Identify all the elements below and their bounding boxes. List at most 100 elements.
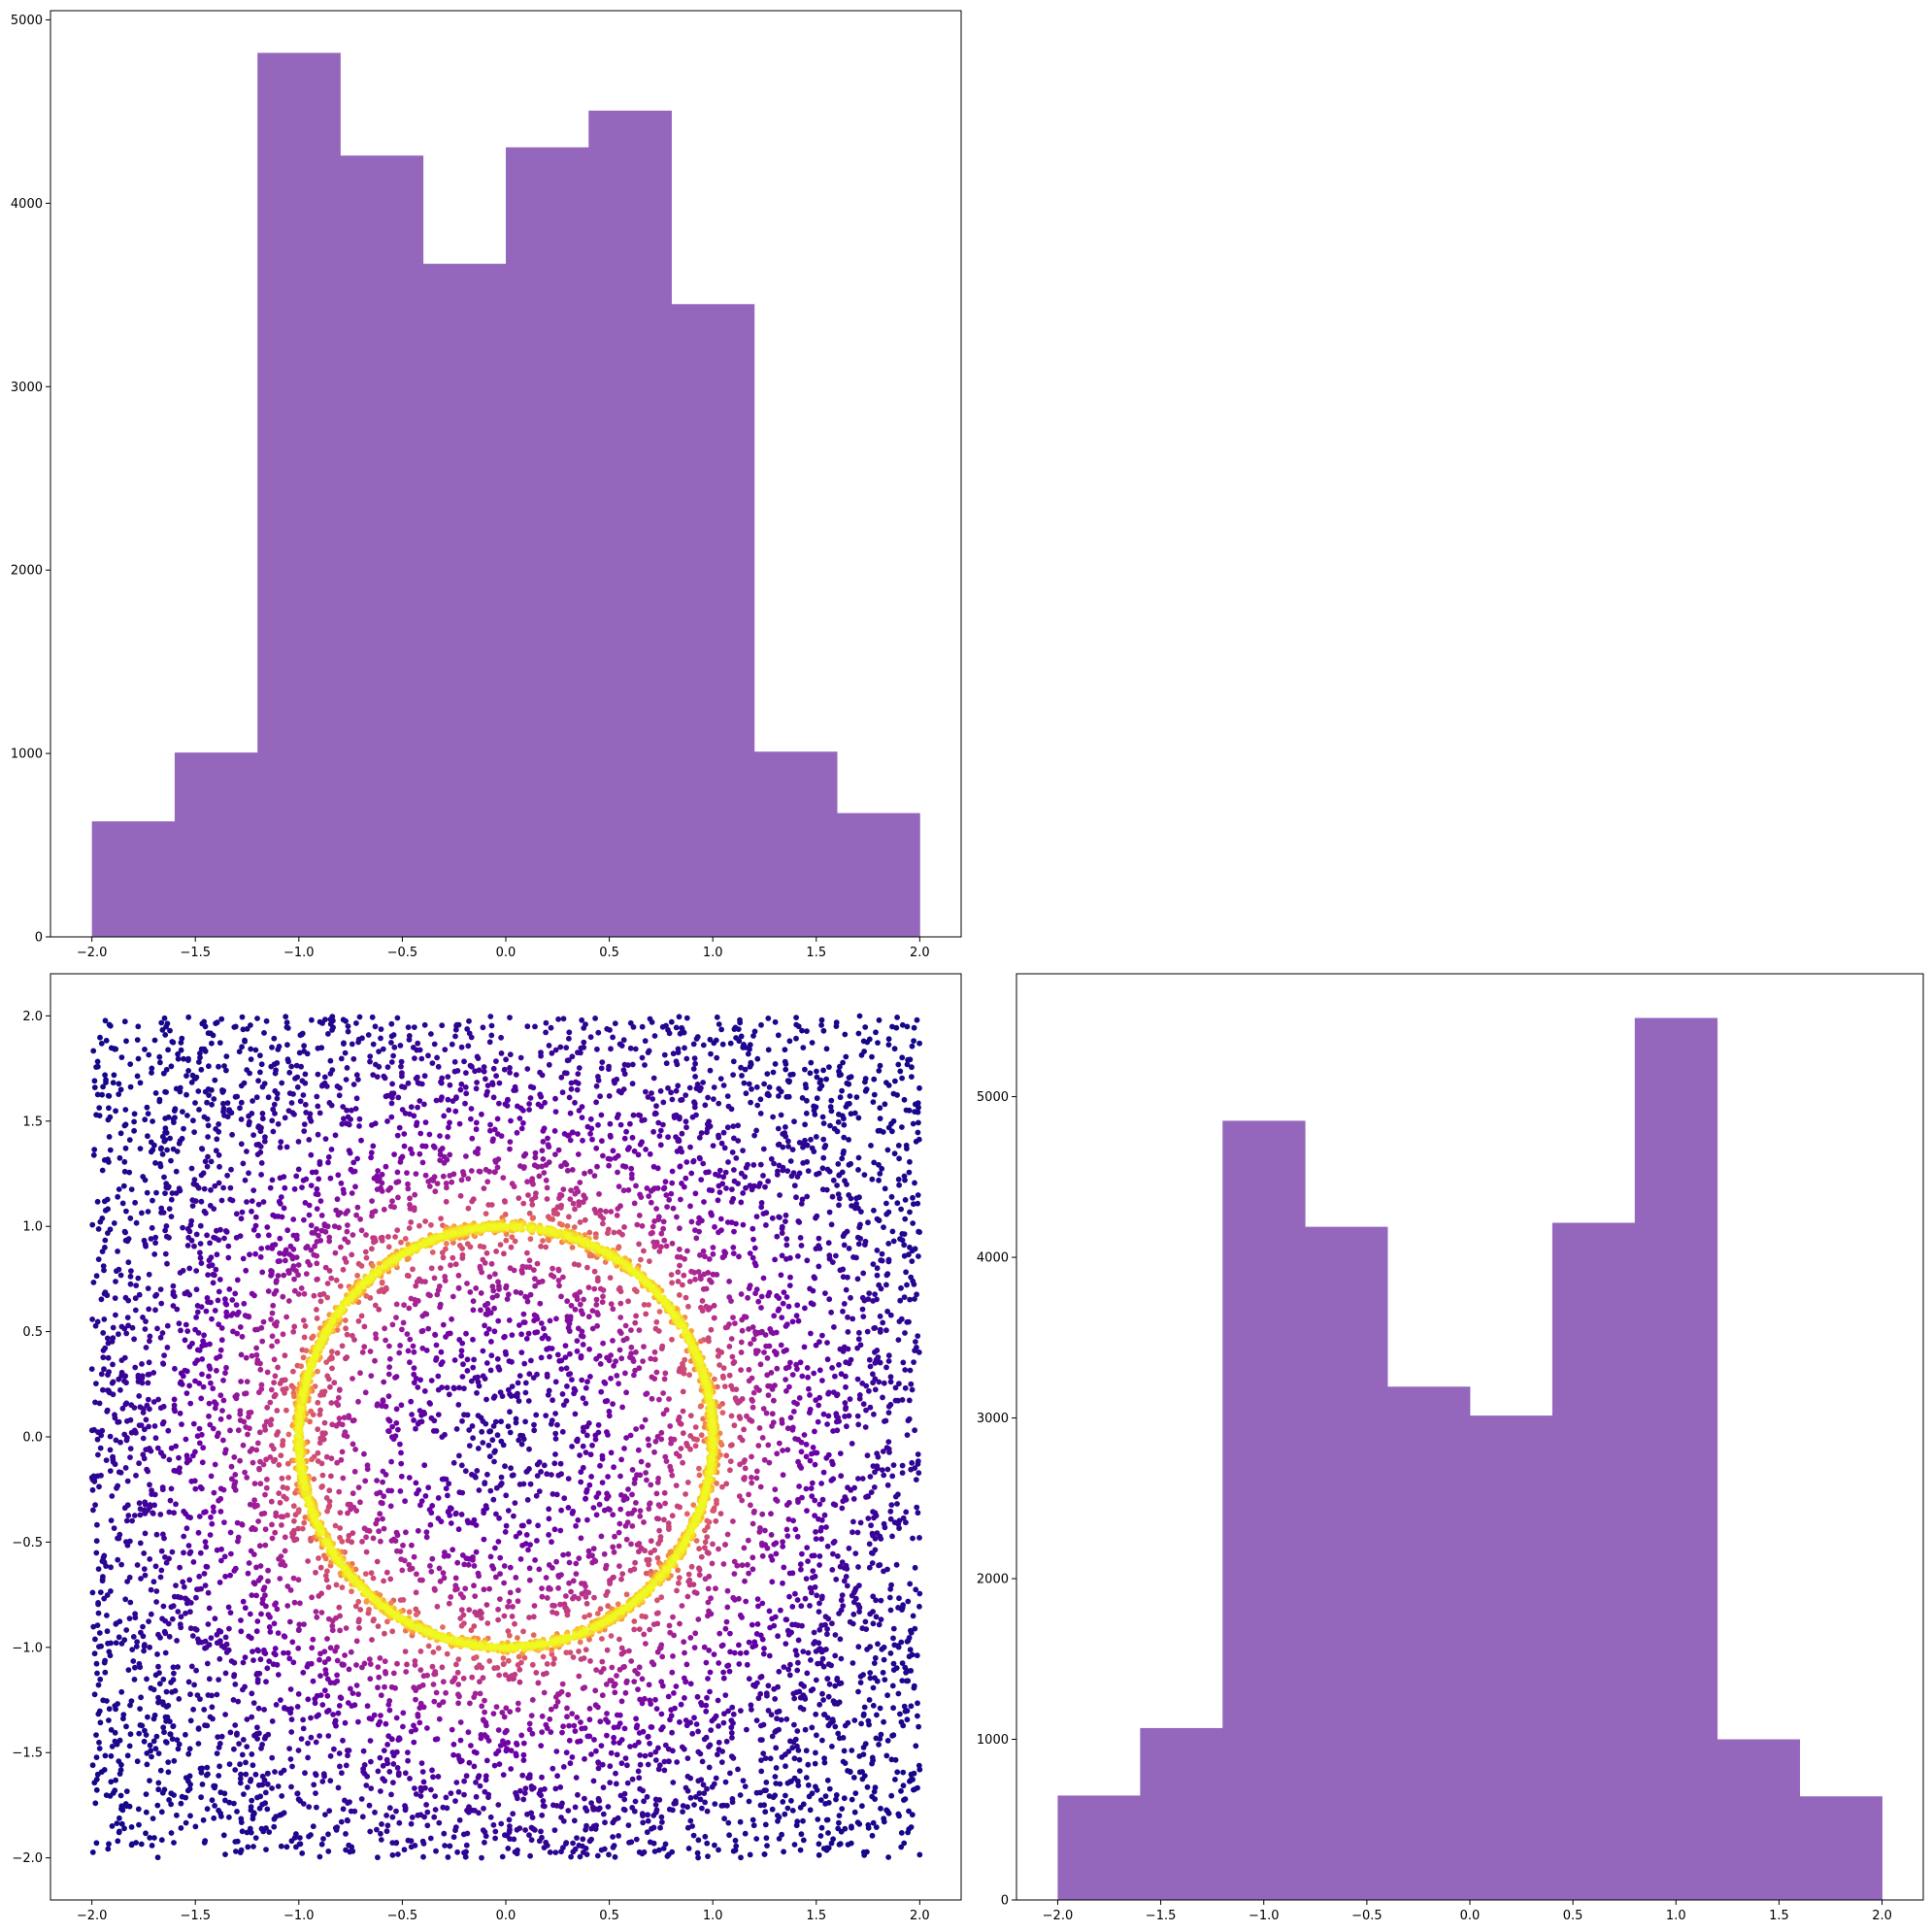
scatter-point: [826, 1785, 833, 1792]
scatter-point: [802, 1726, 809, 1733]
scatter-point: [595, 1121, 601, 1128]
scatter-point: [246, 1170, 251, 1177]
scatter-point: [505, 1386, 512, 1393]
scatter-point: [419, 1769, 426, 1775]
scatter-point: [183, 1610, 188, 1616]
scatter-point: [165, 1047, 172, 1053]
scatter-point: [450, 1098, 456, 1104]
scatter-point: [316, 1176, 322, 1183]
scatter-point: [454, 1849, 460, 1855]
scatter-point: [807, 1070, 814, 1077]
scatter-point: [838, 1597, 845, 1604]
scatter-point: [386, 1769, 393, 1775]
scatter-point: [716, 1189, 723, 1195]
scatter-point: [878, 1597, 884, 1604]
scatter-point: [92, 1800, 99, 1807]
scatter-point: [868, 1143, 874, 1149]
scatter-point: [282, 1184, 288, 1191]
scatter-point: [659, 1724, 666, 1730]
scatter-point: [572, 1804, 579, 1811]
scatter-point: [423, 1348, 430, 1353]
scatter-point: [872, 1654, 879, 1661]
scatter-point: [611, 1724, 617, 1731]
scatter-point: [216, 1773, 222, 1779]
scatter-point: [785, 1303, 792, 1310]
scatter-point: [629, 1081, 636, 1087]
scatter-point: [242, 1177, 249, 1183]
scatter-point: [596, 1501, 603, 1508]
scatter-point: [484, 1083, 491, 1088]
scatter-point: [595, 1421, 602, 1428]
scatter-point: [290, 1091, 296, 1097]
scatter-point: [769, 1616, 776, 1622]
scatter-point: [753, 1789, 760, 1796]
scatter-point: [179, 1382, 185, 1387]
scatter-point: [568, 1085, 575, 1092]
scatter-point: [635, 1151, 642, 1158]
scatter-point: [196, 1381, 203, 1386]
scatter-point: [102, 1017, 109, 1024]
scatter-point: [612, 1080, 617, 1086]
scatter-point: [375, 1168, 382, 1174]
scatter-point: [914, 1016, 920, 1023]
scatter-point: [258, 1172, 264, 1178]
scatter-point: [843, 1406, 849, 1413]
scatter-point: [149, 1065, 155, 1072]
scatter-point: [127, 1446, 134, 1451]
scatter-point: [168, 1214, 175, 1219]
scatter-point: [151, 1142, 157, 1149]
scatter-point: [774, 1293, 780, 1299]
scatter-point: [480, 1024, 486, 1031]
scatter-point: [755, 1183, 762, 1189]
scatter-point: [779, 1315, 785, 1320]
scatter-point: [628, 1165, 635, 1172]
scatter-point: [841, 1344, 848, 1350]
scatter-point: [593, 1145, 600, 1151]
scatter-point: [583, 1805, 588, 1812]
scatter-point: [809, 1493, 816, 1499]
scatter-point: [893, 1561, 900, 1568]
scatter-point: [450, 1741, 457, 1748]
scatter-point: [588, 1800, 594, 1806]
scatter-point: [384, 1118, 390, 1124]
scatter-point: [844, 1080, 850, 1086]
scatter-point: [908, 1381, 915, 1387]
scatter-point: [574, 1348, 581, 1354]
scatter-point: [416, 1150, 423, 1157]
scatter-point: [813, 1246, 819, 1252]
scatter-point: [757, 1111, 764, 1116]
scatter-point: [146, 1359, 152, 1366]
scatter-point: [552, 1451, 558, 1457]
scatter-point: [566, 1094, 573, 1101]
scatter-point: [195, 1330, 202, 1336]
scatter-point: [839, 1806, 846, 1812]
scatter-point: [341, 1116, 347, 1122]
scatter-point: [471, 1356, 477, 1363]
scatter-point: [259, 1116, 266, 1122]
scatter-point: [299, 1184, 305, 1190]
scatter-point: [302, 1071, 309, 1078]
scatter-point: [885, 1358, 892, 1364]
scatter-point: [520, 1107, 526, 1114]
scatter-point: [738, 1033, 745, 1040]
scatter-point: [415, 1527, 421, 1534]
scatter-point: [389, 1094, 395, 1101]
scatter-point: [406, 1475, 413, 1481]
scatter-point: [286, 1746, 292, 1751]
scatter-point: [885, 1036, 892, 1043]
scatter-point: [894, 1200, 901, 1207]
scatter-point: [855, 1602, 862, 1609]
scatter-point: [277, 1235, 283, 1242]
scatter-point: [835, 1161, 842, 1167]
scatter-point: [456, 1816, 463, 1823]
scatter-point: [587, 1451, 594, 1458]
scatter-point: [813, 1536, 819, 1542]
scatter-point: [778, 1607, 783, 1614]
scatter-point: [618, 1043, 625, 1049]
scatter-point: [704, 1694, 710, 1701]
scatter-point: [715, 1751, 720, 1758]
scatter-point: [822, 1290, 828, 1296]
scatter-point: [533, 1492, 540, 1499]
scatter-point: [854, 1819, 861, 1826]
scatter-point: [567, 1137, 574, 1144]
